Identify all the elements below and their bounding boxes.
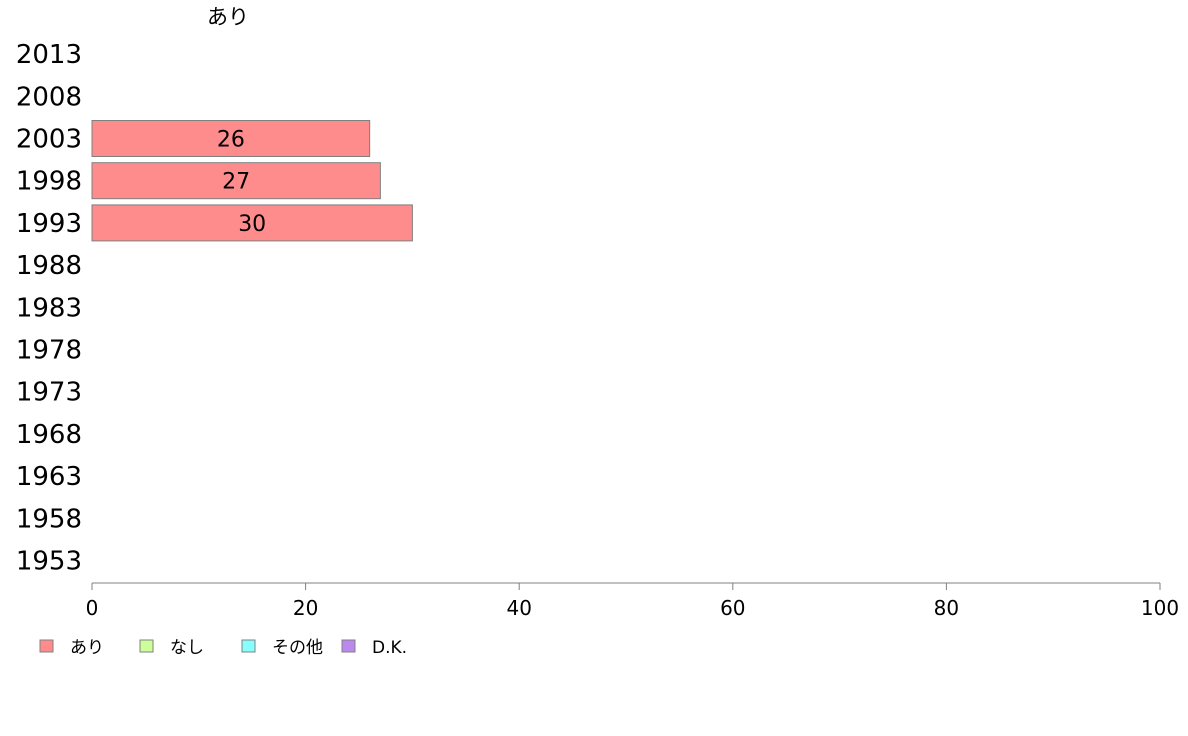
y-label-2003: 2003: [16, 125, 82, 155]
bars: 26 27 30: [91, 120, 413, 242]
x-tick-label-80: 80: [934, 596, 959, 620]
x-axis: 0 20 40 60 80 100: [86, 582, 1179, 620]
legend-swatch-3: [341, 639, 356, 653]
bar-1998-0: [91, 162, 381, 200]
y-axis-labels: 2013 2008 2003 1998 1993 1988 1983 1978 1973 1968…: [16, 40, 82, 576]
x-tick-label-20: 20: [293, 596, 318, 620]
legend-label-2: その他: [272, 638, 323, 658]
y-label-1998: 1998: [16, 167, 82, 197]
data-label-2003-0: 26: [217, 128, 245, 153]
legend-label-3: D.K.: [372, 638, 407, 658]
x-tick-label-100: 100: [1141, 596, 1179, 620]
y-label-1968: 1968: [16, 420, 82, 450]
bar-2003-0: [91, 120, 371, 157]
bar-1993-0: [91, 204, 413, 242]
y-label-1953: 1953: [16, 547, 82, 577]
y-label-1978: 1978: [16, 336, 82, 366]
data-label-1993-0: 30: [238, 212, 266, 237]
series-column-header: あり: [207, 5, 249, 29]
y-label-1963: 1963: [16, 462, 82, 492]
y-label-2013: 2013: [16, 40, 82, 70]
y-label-2008: 2008: [16, 82, 82, 112]
y-label-1958: 1958: [16, 504, 82, 534]
legend-swatch-0: [39, 639, 54, 653]
legend: あり なし その他 D.K.: [39, 638, 407, 658]
x-tick-label-0: 0: [86, 596, 99, 620]
x-tick-label-40: 40: [506, 596, 531, 620]
legend-swatch-1: [139, 639, 154, 653]
legend-label-1: なし: [170, 638, 204, 658]
x-tick-label-60: 60: [720, 596, 745, 620]
y-label-1973: 1973: [16, 378, 82, 408]
legend-swatch-2: [241, 639, 256, 653]
y-label-1983: 1983: [16, 293, 82, 323]
data-label-1998-0: 27: [222, 170, 250, 195]
y-label-1988: 1988: [16, 251, 82, 281]
y-label-1993: 1993: [16, 209, 82, 239]
legend-label-0: あり: [70, 638, 104, 658]
